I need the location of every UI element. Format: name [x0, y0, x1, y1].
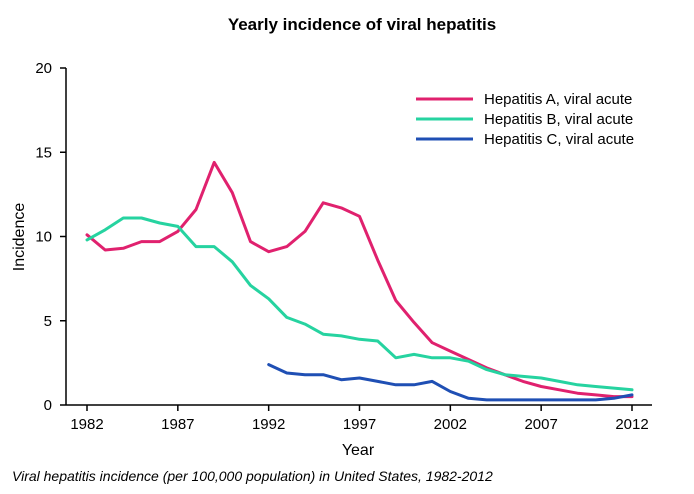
- x-axis-ticks: 1982 1987 1992 1997 2002 2007 2012: [70, 405, 649, 433]
- series-layer: [85, 160, 634, 402]
- x-tick-label: 1982: [70, 416, 103, 433]
- series-line-1: [85, 160, 634, 399]
- y-tick-label: 0: [44, 397, 52, 414]
- y-tick-label: 20: [35, 60, 52, 77]
- legend-label: Hepatitis C, viral acute: [484, 131, 634, 148]
- y-tick-label: 15: [35, 144, 52, 161]
- y-tick-label: 5: [44, 313, 52, 330]
- y-axis-ticks: 0 5 10 15 20: [35, 60, 66, 414]
- x-tick-label: 2012: [615, 416, 648, 433]
- figure-caption: Viral hepatitis incidence (per 100,000 p…: [12, 468, 493, 484]
- legend-label: Hepatitis A, viral acute: [484, 91, 632, 108]
- legend-label: Hepatitis B, viral acute: [484, 111, 633, 128]
- x-tick-label: 1987: [161, 416, 194, 433]
- legend: Hepatitis A, viral acute Hepatitis B, vir…: [416, 91, 634, 148]
- x-tick-label: 1997: [343, 416, 376, 433]
- x-tick-label: 1992: [252, 416, 285, 433]
- series-line-2: [85, 216, 634, 392]
- x-tick-label: 2007: [524, 416, 557, 433]
- x-axis-label: Year: [342, 442, 375, 459]
- series-line-3: [267, 363, 634, 402]
- chart-title: Yearly incidence of viral hepatitis: [228, 15, 496, 34]
- x-tick-label: 2002: [434, 416, 467, 433]
- y-axis-label: Incidence: [11, 203, 28, 272]
- y-tick-label: 10: [35, 229, 52, 246]
